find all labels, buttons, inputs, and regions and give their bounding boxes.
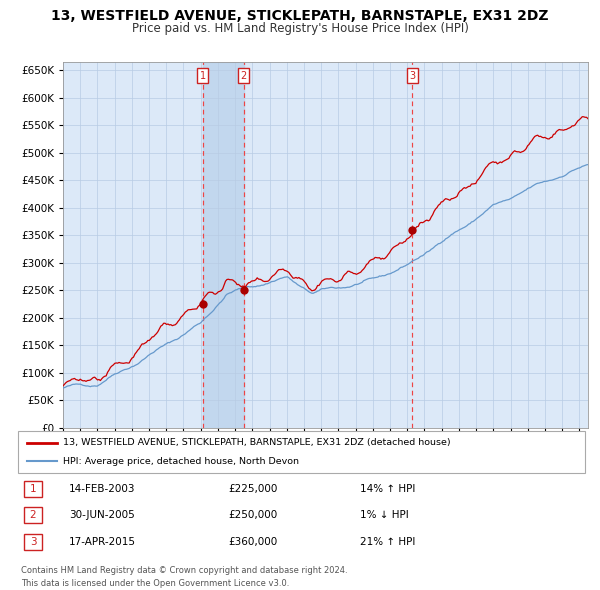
- Text: £360,000: £360,000: [228, 537, 277, 547]
- Text: 2: 2: [29, 510, 37, 520]
- Text: 14-FEB-2003: 14-FEB-2003: [69, 484, 136, 494]
- Text: 13, WESTFIELD AVENUE, STICKLEPATH, BARNSTAPLE, EX31 2DZ: 13, WESTFIELD AVENUE, STICKLEPATH, BARNS…: [51, 9, 549, 23]
- Text: 21% ↑ HPI: 21% ↑ HPI: [360, 537, 415, 547]
- Text: 17-APR-2015: 17-APR-2015: [69, 537, 136, 547]
- Text: £225,000: £225,000: [228, 484, 277, 494]
- Text: 1: 1: [29, 484, 37, 494]
- Text: 2: 2: [241, 71, 247, 81]
- Text: Contains HM Land Registry data © Crown copyright and database right 2024.: Contains HM Land Registry data © Crown c…: [21, 566, 347, 575]
- Text: £250,000: £250,000: [228, 510, 277, 520]
- Text: 1% ↓ HPI: 1% ↓ HPI: [360, 510, 409, 520]
- Text: 30-JUN-2005: 30-JUN-2005: [69, 510, 135, 520]
- Text: HPI: Average price, detached house, North Devon: HPI: Average price, detached house, Nort…: [63, 457, 299, 466]
- Text: Price paid vs. HM Land Registry's House Price Index (HPI): Price paid vs. HM Land Registry's House …: [131, 22, 469, 35]
- Text: 14% ↑ HPI: 14% ↑ HPI: [360, 484, 415, 494]
- Bar: [203, 62, 244, 428]
- Text: This data is licensed under the Open Government Licence v3.0.: This data is licensed under the Open Gov…: [21, 579, 289, 588]
- Text: 3: 3: [29, 537, 37, 547]
- Text: 1: 1: [200, 71, 206, 81]
- Text: 13, WESTFIELD AVENUE, STICKLEPATH, BARNSTAPLE, EX31 2DZ (detached house): 13, WESTFIELD AVENUE, STICKLEPATH, BARNS…: [63, 438, 451, 447]
- Text: 3: 3: [409, 71, 415, 81]
